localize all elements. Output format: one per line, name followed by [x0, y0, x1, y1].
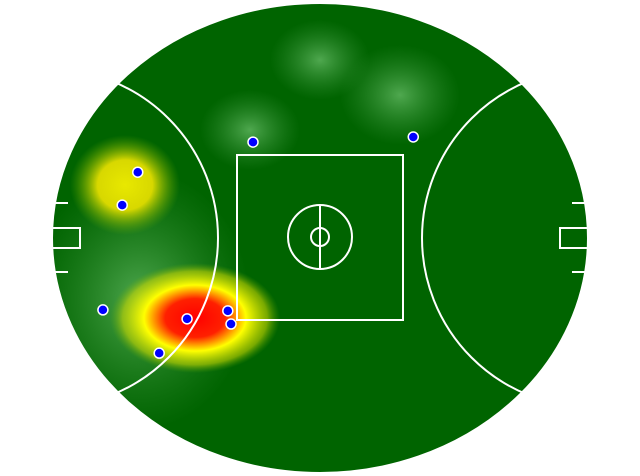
field [52, 3, 588, 473]
points [97, 131, 420, 359]
heat [200, 90, 300, 170]
goal-square [52, 227, 81, 249]
arc [421, 68, 588, 408]
point [247, 136, 259, 148]
point [97, 304, 109, 316]
point [225, 318, 237, 330]
point [116, 199, 128, 211]
heat [340, 45, 460, 145]
goal-square [559, 227, 588, 249]
boundary [51, 2, 589, 474]
heat [70, 135, 180, 235]
point [222, 305, 234, 317]
point [132, 166, 144, 178]
centre-square [236, 154, 404, 321]
point [407, 131, 420, 143]
heat [110, 263, 280, 373]
arc [52, 68, 219, 408]
heat [270, 20, 370, 100]
point [181, 313, 193, 325]
point [153, 347, 165, 359]
